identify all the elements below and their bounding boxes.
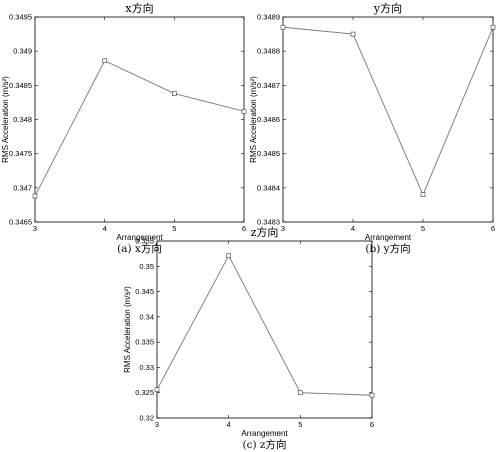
data-point-marker	[226, 253, 232, 259]
y-tick-label: 0.3485	[9, 81, 32, 90]
y-tick-label: 0.3495	[9, 13, 32, 22]
y-tick-label: 0.335	[135, 338, 154, 347]
data-point-marker	[297, 390, 303, 396]
chart-title: x方向	[125, 1, 153, 15]
y-tick-label: 0.3489	[257, 13, 280, 22]
x-tick-label: 5	[172, 224, 176, 233]
x-tick-label: 4	[103, 224, 107, 233]
x-tick-label: 5	[421, 224, 425, 233]
data-point-marker	[241, 108, 247, 114]
y-tick-label: 0.349	[13, 47, 32, 56]
y-tick-label: 0.35	[139, 262, 154, 271]
y-tick-label: 0.3484	[257, 183, 280, 192]
y-tick-label: 0.345	[135, 287, 154, 296]
chart-title: y方向	[373, 1, 402, 15]
data-point-marker	[32, 193, 38, 199]
y-axis-label: RMS Acceleration (m/s²)	[123, 286, 132, 373]
data-point-marker	[490, 24, 496, 30]
y-tick-label: 0.347	[13, 183, 32, 192]
series-line	[282, 26, 494, 196]
data-point-marker	[102, 58, 108, 64]
x-tick-label: 3	[281, 224, 285, 233]
x-tick-label: 5	[298, 420, 302, 429]
plot-frame	[34, 16, 245, 223]
y-axis-label: RMS Acceleration (m/s²)	[1, 76, 10, 163]
y-tick-label: 0.32	[139, 414, 154, 423]
y-tick-label: 0.34	[139, 312, 154, 321]
x-tick-label: 4	[351, 224, 355, 233]
y-tick-label: 0.33	[139, 363, 154, 372]
data-point-marker	[420, 192, 426, 198]
data-point-marker	[350, 31, 356, 37]
y-tick-label: 0.3465	[9, 218, 32, 227]
data-point-marker	[171, 91, 177, 96]
x-tick-label: 6	[242, 224, 246, 233]
data-point-marker	[154, 387, 160, 393]
data-point-marker	[369, 392, 375, 398]
x-tick-label: 3	[155, 420, 159, 429]
x-axis-label: Arrangement	[241, 429, 288, 438]
y-tick-label: 0.3483	[257, 218, 280, 227]
y-tick-label: 0.3485	[257, 149, 280, 158]
chart-panel-2: y方向 0.3483 0.3484 0.3485 0.3486 0.3487 0.3488 0…	[249, 1, 496, 255]
y-tick-label: 0.355	[135, 237, 154, 246]
plot-frame	[282, 16, 494, 223]
chart-panel-3: z方向 0.32 0.325 0.33 0.335 0.34 0.345 0.35 0.355 3…	[123, 225, 375, 451]
y-axis-label: RMS Acceleration (m/s²)	[249, 76, 258, 163]
x-tick-label: 6	[370, 420, 374, 429]
y-tick-label: 0.3486	[257, 115, 280, 124]
x-axis-label: Arrangement	[365, 233, 412, 242]
figure-caption: (a) x方向	[117, 242, 162, 255]
y-tick-label: 0.3475	[9, 149, 32, 158]
chart-title: z方向	[251, 225, 279, 239]
y-tick-label: 0.3488	[257, 47, 280, 56]
y-tick-label: 0.348	[13, 115, 32, 124]
x-axis-label: Arrangement	[116, 233, 163, 242]
figure-caption: (b) y方向	[365, 242, 410, 255]
x-tick-label: 6	[491, 224, 495, 233]
x-tick-label: 4	[227, 420, 231, 429]
data-point-marker	[280, 24, 286, 30]
series-line	[156, 254, 373, 396]
figure-caption: (c) z方向	[243, 438, 287, 451]
plot-frame	[156, 240, 373, 419]
x-tick-label: 3	[33, 224, 37, 233]
chart-panel-1: x方向 0.3465 0.347 0.3475 0.348 0.3485 0.349 0.34…	[1, 1, 247, 255]
y-tick-label: 0.325	[135, 388, 154, 397]
y-tick-label: 0.3487	[257, 81, 280, 90]
series-line	[34, 60, 245, 197]
